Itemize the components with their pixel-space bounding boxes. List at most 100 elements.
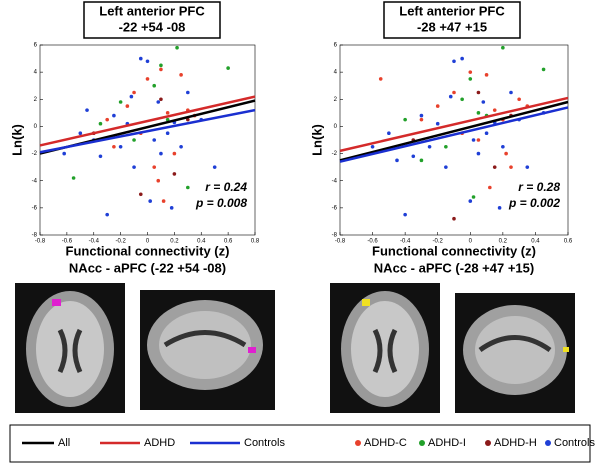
x-tick-label: 0.2 xyxy=(170,239,179,245)
y-tick-label: 2 xyxy=(34,97,38,103)
scatter-point xyxy=(541,67,546,72)
annotation: r = 0.24 xyxy=(205,180,247,194)
scatter-point xyxy=(152,165,157,169)
scatter-point xyxy=(138,56,143,61)
scatter-point xyxy=(98,154,103,159)
x-tick-label: 0.8 xyxy=(251,239,260,245)
scatter-point xyxy=(504,151,508,156)
chart-title: Left anterior PFC xyxy=(399,3,505,18)
x-axis-label: Functional connectivity (z) xyxy=(372,243,536,258)
x-tick-label: -0.2 xyxy=(115,239,126,245)
scatter-point xyxy=(138,192,143,197)
scatter-point xyxy=(484,131,489,136)
scatter-point xyxy=(501,144,505,149)
scatter-point xyxy=(448,94,453,99)
scatter-point xyxy=(62,151,66,156)
y-tick-label: -2 xyxy=(32,151,38,157)
fit-line xyxy=(39,108,256,154)
scatter-point xyxy=(161,199,166,203)
y-axis-label: Ln(k) xyxy=(9,124,24,156)
y-tick-label: -4 xyxy=(32,178,38,184)
scatter-point xyxy=(118,144,123,149)
scatter-point xyxy=(172,151,177,156)
scatter-point xyxy=(156,178,161,183)
scatter-point xyxy=(169,206,174,210)
legend-label: Controls xyxy=(244,437,285,449)
chart-title: Left anterior PFC xyxy=(99,3,205,18)
x-tick-label: 0.2 xyxy=(499,239,508,245)
scatter-point xyxy=(159,63,163,68)
scatter-point xyxy=(186,90,190,95)
legend-label: All xyxy=(58,437,70,449)
x-axis-label: Functional connectivity (z) xyxy=(66,243,230,258)
scatter-point xyxy=(509,165,513,169)
x-tick-label: 0 xyxy=(146,239,150,245)
scatter-point xyxy=(471,138,476,142)
legend-label: Controls xyxy=(554,437,595,449)
scatter-point xyxy=(468,199,473,203)
x-axis-label: NAcc - aPFC (-28 +47 +15) xyxy=(374,260,534,275)
scatter-point xyxy=(497,206,502,210)
scatter-point xyxy=(427,144,432,149)
y-tick-label: -2 xyxy=(332,151,338,157)
annotation: p = 0.008 xyxy=(195,196,247,210)
scatter-point xyxy=(525,165,530,169)
scatter-point xyxy=(71,176,76,180)
scatter-point xyxy=(492,165,497,169)
legend-label: ADHD-I xyxy=(428,437,466,449)
scatter-point xyxy=(165,111,170,115)
scatter-point xyxy=(105,212,109,217)
scatter-point xyxy=(132,138,136,142)
fit-line xyxy=(339,106,569,163)
x-tick-label: -0.6 xyxy=(62,239,73,245)
chart-title: -28 +47 +15 xyxy=(417,19,487,34)
scatter-point xyxy=(452,90,456,95)
legend-label: ADHD xyxy=(144,437,175,449)
scatter-point xyxy=(186,117,190,122)
scatter-point xyxy=(98,121,103,126)
y-tick-label: -8 xyxy=(332,233,338,239)
scatter-point xyxy=(435,121,440,126)
legend-dot xyxy=(545,440,551,446)
scatter-point xyxy=(370,144,375,149)
x-tick-label: 0.4 xyxy=(531,239,540,245)
scatter-point xyxy=(165,117,170,122)
scatter-point xyxy=(165,131,170,136)
y-tick-label: -6 xyxy=(32,205,38,211)
scatter-point xyxy=(452,59,456,64)
x-tick-label: 0 xyxy=(469,239,473,245)
scatter-point xyxy=(118,100,123,104)
scatter-point xyxy=(460,56,464,61)
scatter-point xyxy=(468,77,473,81)
y-tick-label: 0 xyxy=(334,124,338,130)
scatter-point xyxy=(152,138,157,142)
brain-images xyxy=(15,283,575,413)
scatter-point xyxy=(132,165,136,169)
scatter-point xyxy=(452,216,456,221)
x-tick-label: -0.2 xyxy=(433,239,444,245)
annotation: r = 0.28 xyxy=(518,180,560,194)
legend-label: ADHD-C xyxy=(364,437,407,449)
y-tick-label: 4 xyxy=(334,70,338,76)
y-tick-label: -4 xyxy=(332,178,338,184)
scatter-point xyxy=(172,172,177,176)
scatter-point xyxy=(419,113,424,118)
chart-title: -22 +54 -08 xyxy=(119,19,186,34)
scatter-point xyxy=(132,90,136,95)
scatter-point xyxy=(179,144,183,149)
x-tick-label: 0.6 xyxy=(224,239,233,245)
scatter-point xyxy=(468,70,473,74)
annotation: p = 0.002 xyxy=(508,196,560,210)
fit-line xyxy=(339,100,569,162)
title-box xyxy=(383,1,521,39)
scatter-point xyxy=(212,165,217,169)
scatter-point xyxy=(145,77,150,81)
legend-label: ADHD-H xyxy=(494,437,537,449)
scatter-point xyxy=(387,131,391,136)
x-axis-label: NAcc - aPFC (-22 +54 -08) xyxy=(69,260,226,275)
x-tick-label: -0.4 xyxy=(400,239,411,245)
scatter-point xyxy=(152,83,157,88)
y-tick-label: -8 xyxy=(32,233,38,239)
y-tick-label: 6 xyxy=(34,43,38,49)
scatter-point xyxy=(395,158,399,163)
